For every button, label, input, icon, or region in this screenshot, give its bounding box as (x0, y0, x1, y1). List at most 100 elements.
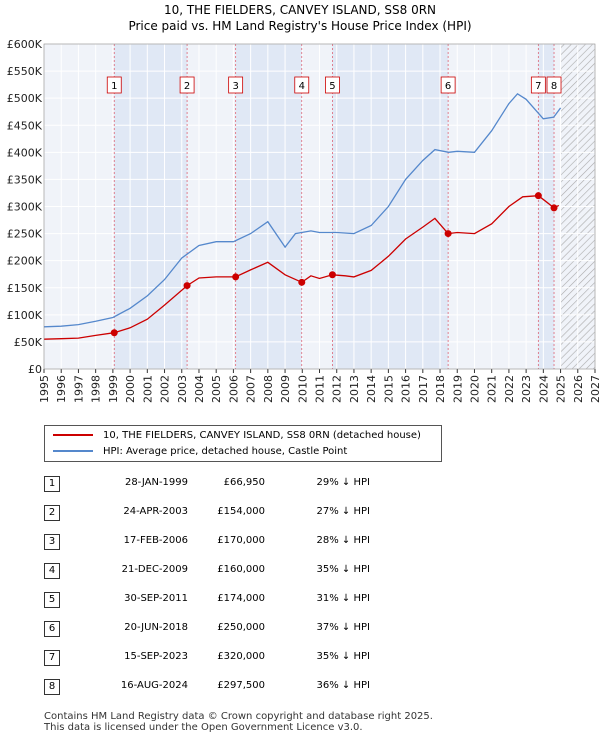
transaction-point (232, 273, 240, 281)
x-tick-label: 2017 (417, 375, 430, 403)
chart-title: 10, THE FIELDERS, CANVEY ISLAND, SS8 0RN (163, 3, 437, 17)
transaction-label-box (546, 76, 562, 94)
row-price: £297,500 (217, 680, 265, 691)
x-tick-label: 1997 (72, 375, 85, 403)
footer-licence: This data is licensed under the Open Gov… (44, 722, 363, 733)
x-tick-label: 2004 (193, 375, 206, 403)
table-row: 1 28-JAN-1999 £66,950 29% ↓ HPI (0, 473, 600, 497)
transaction-label-box (228, 76, 244, 94)
legend-label-hpi: HPI: Average price, detached house, Cast… (103, 446, 348, 457)
transaction-point (110, 329, 118, 337)
row-hpi-note: 37% ↓ HPI (316, 622, 370, 633)
row-hpi-note: 35% ↓ HPI (316, 564, 370, 575)
x-tick-label: 2012 (331, 375, 344, 403)
y-tick-label: £0 (28, 363, 42, 376)
transaction-point (534, 192, 542, 200)
row-hpi-note: 31% ↓ HPI (316, 593, 370, 604)
table-row: 8 16-AUG-2024 £297,500 36% ↓ HPI (0, 676, 600, 700)
x-tick-label: 2019 (451, 375, 464, 403)
y-tick-label: £350K (7, 173, 43, 186)
plot-border (43, 43, 596, 370)
row-price: £154,000 (217, 506, 265, 517)
y-tick-label: £250K (7, 228, 43, 241)
x-tick-label: 2006 (227, 375, 240, 403)
x-tick-label: 2014 (365, 375, 378, 403)
x-tick-label: 2018 (434, 375, 447, 403)
y-tick-label: £200K (7, 255, 43, 268)
x-tick-label: 1999 (107, 375, 120, 403)
x-tick-label: 2000 (124, 375, 137, 403)
x-tick-label: 2023 (520, 375, 533, 403)
transaction-label-box (530, 76, 546, 94)
legend-label-property: 10, THE FIELDERS, CANVEY ISLAND, SS8 0RN… (103, 430, 421, 441)
row-number: 3 (44, 534, 60, 550)
transaction-label-number: 4 (299, 81, 305, 92)
y-tick-label: £100K (7, 309, 43, 322)
table-row: 2 24-APR-2003 £154,000 27% ↓ HPI (0, 502, 600, 526)
transaction-label-number: 3 (232, 81, 238, 92)
row-price: £170,000 (217, 535, 265, 546)
x-tick-label: 1998 (90, 375, 103, 403)
y-tick-label: £50K (14, 336, 43, 349)
row-date: 16-AUG-2024 (120, 680, 188, 691)
row-hpi-note: 36% ↓ HPI (316, 680, 370, 691)
transaction-point (298, 278, 306, 286)
table-row: 4 21-DEC-2009 £160,000 35% ↓ HPI (0, 560, 600, 584)
row-date: 21-DEC-2009 (121, 564, 188, 575)
footer: Contains HM Land Registry data © Crown c… (44, 711, 433, 733)
y-tick-label: £600K (7, 38, 43, 51)
transaction-label-number: 7 (535, 81, 541, 92)
legend-item-property: 10, THE FIELDERS, CANVEY ISLAND, SS8 0RN… (53, 428, 421, 444)
footer-copyright: Contains HM Land Registry data © Crown c… (44, 711, 433, 722)
x-tick-label: 2015 (382, 375, 395, 403)
y-tick-label: £300K (7, 201, 43, 214)
property-price-line (43, 195, 560, 340)
x-tick-label: 2022 (503, 375, 516, 403)
x-tick-label: 2021 (486, 375, 499, 403)
transaction-label-box (179, 76, 195, 94)
row-number: 6 (44, 621, 60, 637)
x-tick-label: 1996 (55, 375, 68, 403)
row-hpi-note: 27% ↓ HPI (316, 506, 370, 517)
row-price: £250,000 (217, 622, 265, 633)
table-row: 7 15-SEP-2023 £320,000 35% ↓ HPI (0, 647, 600, 671)
x-tick-label: 2025 (555, 375, 568, 403)
x-tick-label: 2005 (210, 375, 223, 403)
row-price: £174,000 (217, 593, 265, 604)
x-tick-label: 2010 (296, 375, 309, 403)
row-number: 4 (44, 563, 60, 579)
legend-swatch-hpi (53, 450, 93, 452)
transaction-label-box (294, 76, 310, 94)
transaction-label-number: 8 (551, 81, 557, 92)
x-tick-label: 2027 (589, 375, 600, 403)
x-tick-label: 2011 (314, 375, 327, 403)
row-number: 8 (44, 679, 60, 695)
x-tick-label: 2016 (400, 375, 413, 403)
row-date: 28-JAN-1999 (124, 477, 188, 488)
row-number: 1 (44, 476, 60, 492)
x-tick-label: 2001 (141, 375, 154, 403)
x-tick-label: 2024 (537, 375, 550, 403)
transaction-point (328, 271, 336, 279)
transaction-label-number: 1 (111, 81, 117, 92)
table-row: 3 17-FEB-2006 £170,000 28% ↓ HPI (0, 531, 600, 555)
row-number: 2 (44, 505, 60, 521)
legend: 10, THE FIELDERS, CANVEY ISLAND, SS8 0RN… (44, 425, 442, 462)
y-tick-label: £450K (7, 119, 43, 132)
x-tick-label: 2008 (262, 375, 275, 403)
y-tick-label: £550K (7, 65, 43, 78)
row-price: £160,000 (217, 564, 265, 575)
x-tick-label: 2003 (176, 375, 189, 403)
transaction-point (183, 282, 191, 290)
row-date: 17-FEB-2006 (123, 535, 188, 546)
x-tick-label: 1995 (38, 375, 51, 403)
transaction-point (444, 230, 452, 238)
transaction-label-number: 6 (445, 81, 451, 92)
row-date: 30-SEP-2011 (124, 593, 188, 604)
row-date: 15-SEP-2023 (124, 651, 188, 662)
row-price: £66,950 (223, 477, 265, 488)
row-hpi-note: 35% ↓ HPI (316, 651, 370, 662)
x-tick-label: 2013 (348, 375, 361, 403)
legend-swatch-property (53, 434, 93, 436)
transaction-point (550, 204, 558, 212)
